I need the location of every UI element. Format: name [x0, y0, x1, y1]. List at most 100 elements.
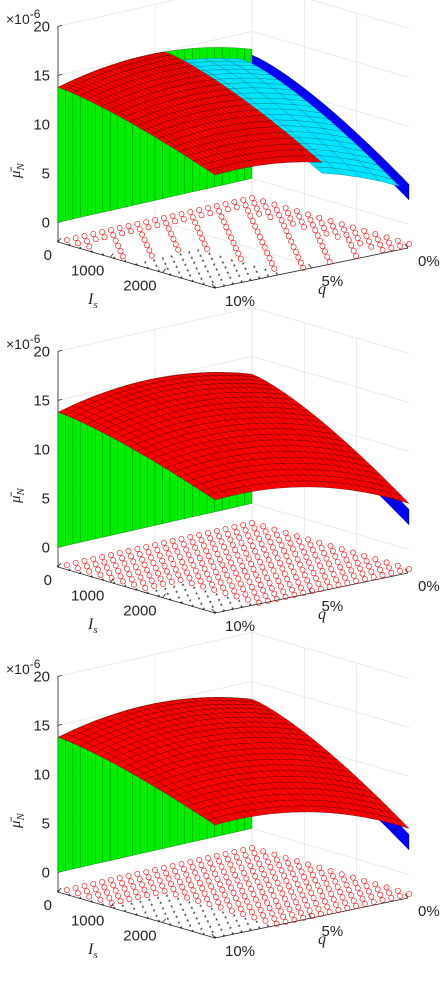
circle-marker: [309, 913, 315, 919]
i-axis-line: [57, 566, 216, 614]
circle-marker: [264, 574, 271, 581]
circle-marker: [216, 858, 223, 865]
circle-marker: [406, 241, 412, 247]
surface: [57, 47, 410, 223]
star-marker: *: [199, 904, 202, 911]
circle-marker: [97, 896, 104, 903]
circle-marker: [194, 224, 201, 231]
star-marker: *: [208, 252, 211, 259]
star-marker: *: [158, 270, 161, 277]
circle-marker: [253, 571, 259, 578]
circle-marker: [254, 228, 261, 235]
z-tick-label: 0: [42, 214, 50, 231]
green-facet: [65, 404, 74, 546]
circle-marker: [228, 234, 235, 241]
circle-marker: [273, 856, 280, 863]
circle-marker: [273, 531, 280, 538]
circle-marker: [273, 596, 280, 602]
star-marker: *: [240, 930, 243, 937]
circle-marker: [128, 553, 134, 560]
circle-marker: [172, 868, 178, 875]
circle-marker: [152, 565, 159, 572]
circle-marker: [183, 546, 190, 553]
circle-marker: [83, 238, 90, 245]
circle-marker: [338, 871, 345, 878]
circle-marker: [394, 562, 401, 569]
circle-marker: [344, 905, 351, 911]
circle-marker: [310, 570, 317, 577]
circle-marker: [305, 861, 311, 868]
star-marker: *: [240, 280, 243, 287]
circle-marker: [333, 901, 339, 908]
circle-marker: [117, 248, 124, 255]
circle-marker: [180, 216, 187, 223]
i-tick-label: 1000: [71, 912, 104, 929]
circle-marker: [189, 864, 196, 871]
circle-marker: [231, 524, 238, 530]
circle-marker: [143, 219, 150, 225]
circle-marker: [276, 862, 283, 869]
circle-marker: [281, 222, 287, 229]
i-tick-label: 0: [44, 247, 52, 264]
circle-marker: [161, 563, 168, 570]
star-marker: *: [68, 243, 71, 250]
circle-marker: [243, 875, 250, 882]
circle-marker: [374, 236, 381, 243]
i-tick: [162, 268, 166, 273]
circle-marker: [300, 590, 307, 596]
star-marker: *: [130, 902, 133, 909]
circle-marker: [72, 560, 79, 566]
circle-marker: [372, 231, 379, 238]
circle-marker: [99, 879, 105, 885]
star-marker: *: [214, 936, 217, 943]
star-marker: *: [224, 916, 227, 923]
star-marker: *: [249, 928, 252, 935]
circle-marker: [256, 860, 263, 867]
circle-marker: [346, 562, 352, 569]
circle-marker: [277, 885, 283, 892]
i-tick-label: 1000: [71, 587, 104, 604]
circle-marker: [192, 892, 199, 899]
circle-marker: [170, 236, 177, 243]
star-marker: *: [164, 912, 167, 919]
circle-marker: [278, 867, 285, 874]
circle-marker: [296, 538, 303, 545]
star-marker: *: [188, 251, 191, 258]
circle-marker: [273, 897, 279, 904]
star-marker: *: [220, 279, 223, 286]
circle-marker: [283, 228, 290, 234]
circle-marker: [195, 573, 202, 579]
star-marker: *: [139, 900, 142, 907]
circle-marker: [339, 894, 346, 901]
circle-marker: [354, 885, 361, 892]
q-axis-label: q: [318, 931, 326, 948]
star-marker: *: [168, 900, 171, 907]
circle-marker: [332, 878, 339, 885]
circle-marker: [314, 882, 321, 889]
circle-marker: [254, 553, 261, 560]
circle-marker: [262, 853, 269, 860]
circle-marker: [86, 568, 93, 575]
star-marker: *: [238, 600, 241, 607]
circle-marker: [269, 910, 275, 917]
circle-marker: [368, 568, 375, 575]
circle-marker: [321, 248, 328, 255]
circle-marker: [305, 559, 312, 566]
star-marker: *: [226, 921, 229, 928]
circle-marker: [309, 872, 316, 878]
star-marker: *: [258, 926, 261, 933]
circle-marker: [130, 883, 137, 890]
circle-marker: [338, 546, 345, 553]
circle-marker: [187, 209, 194, 215]
star-marker: *: [178, 596, 181, 603]
circle-marker: [352, 554, 359, 561]
star-marker: *: [267, 924, 270, 931]
circle-marker: [233, 854, 240, 861]
star-marker: *: [180, 601, 183, 608]
circle-marker: [192, 544, 198, 551]
circle-marker: [386, 239, 392, 246]
star-marker: *: [199, 254, 202, 261]
star-marker: *: [193, 587, 196, 594]
circle-marker: [323, 880, 330, 887]
star-marker: *: [222, 609, 225, 616]
